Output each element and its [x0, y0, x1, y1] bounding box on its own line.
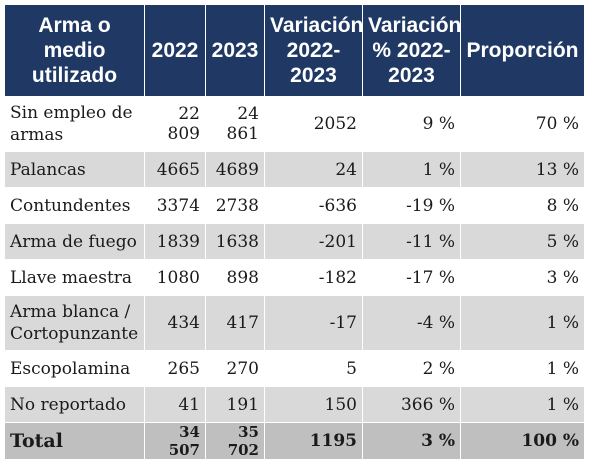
table-row: Llave maestra 1080 898 -182 -17 % 3 % [4, 259, 585, 296]
cell-variation: 24 [264, 151, 363, 188]
cell-variation-pct: -19 % [362, 187, 461, 224]
cell-variation: 5 [264, 350, 363, 387]
row-label: Arma blanca / Cortopunzante [4, 295, 145, 351]
cell-2023: 24 861 [205, 96, 265, 152]
data-table: Arma o medio utilizado 2022 2023 Variaci… [4, 4, 585, 460]
cell-variation-pct: 366 % [362, 386, 461, 423]
cell-2023: 1638 [205, 223, 265, 260]
cell-2022: 434 [144, 295, 206, 351]
cell-variation-pct: 1 % [362, 151, 461, 188]
cell-variation: -17 [264, 295, 363, 351]
table-row: Contundentes 3374 2738 -636 -19 % 8 % [4, 187, 585, 224]
header-weapon: Arma o medio utilizado [4, 4, 145, 97]
total-2023: 35 702 [205, 422, 265, 460]
cell-2023: 417 [205, 295, 265, 351]
row-label: Llave maestra [4, 259, 145, 296]
cell-variation-pct: 9 % [362, 96, 461, 152]
total-label: Total [4, 422, 145, 460]
header-proportion: Proporción [460, 4, 585, 97]
header-2023: 2023 [205, 4, 265, 97]
table-row: No reportado 41 191 150 366 % 1 % [4, 386, 585, 423]
cell-2023: 270 [205, 350, 265, 387]
cell-2022: 4665 [144, 151, 206, 188]
total-variation: 1195 [264, 422, 363, 460]
total-row: Total 34 507 35 702 1195 3 % 100 % [4, 422, 585, 460]
cell-2022: 265 [144, 350, 206, 387]
cell-variation-pct: -4 % [362, 295, 461, 351]
cell-variation-pct: -17 % [362, 259, 461, 296]
row-label: No reportado [4, 386, 145, 423]
table-row: Palancas 4665 4689 24 1 % 13 % [4, 151, 585, 188]
cell-variation: -182 [264, 259, 363, 296]
cell-2023: 191 [205, 386, 265, 423]
cell-variation: 2052 [264, 96, 363, 152]
table-row: Escopolamina 265 270 5 2 % 1 % [4, 350, 585, 387]
cell-proportion: 70 % [460, 96, 585, 152]
cell-variation: -636 [264, 187, 363, 224]
cell-2022: 1839 [144, 223, 206, 260]
row-label: Sin empleo de armas [4, 96, 145, 152]
cell-2023: 2738 [205, 187, 265, 224]
header-variation: Variación 2022-2023 [264, 4, 363, 97]
total-proportion: 100 % [460, 422, 585, 460]
header-variation-pct: Variación % 2022-2023 [362, 4, 461, 97]
cell-proportion: 3 % [460, 259, 585, 296]
row-label: Arma de fuego [4, 223, 145, 260]
cell-variation-pct: -11 % [362, 223, 461, 260]
cell-2022: 3374 [144, 187, 206, 224]
header-2022: 2022 [144, 4, 206, 97]
cell-2023: 4689 [205, 151, 265, 188]
cell-variation: 150 [264, 386, 363, 423]
cell-2022: 41 [144, 386, 206, 423]
table-row: Sin empleo de armas 22 809 24 861 2052 9… [4, 96, 585, 152]
cell-proportion: 8 % [460, 187, 585, 224]
table-row: Arma de fuego 1839 1638 -201 -11 % 5 % [4, 223, 585, 260]
cell-2022: 1080 [144, 259, 206, 296]
cell-variation: -201 [264, 223, 363, 260]
row-label: Contundentes [4, 187, 145, 224]
header-row: Arma o medio utilizado 2022 2023 Variaci… [4, 4, 585, 97]
row-label: Escopolamina [4, 350, 145, 387]
cell-variation-pct: 2 % [362, 350, 461, 387]
cell-proportion: 5 % [460, 223, 585, 260]
total-2022: 34 507 [144, 422, 206, 460]
cell-proportion: 1 % [460, 350, 585, 387]
table-row: Arma blanca / Cortopunzante 434 417 -17 … [4, 295, 585, 351]
cell-proportion: 1 % [460, 295, 585, 351]
cell-proportion: 1 % [460, 386, 585, 423]
cell-2022: 22 809 [144, 96, 206, 152]
cell-proportion: 13 % [460, 151, 585, 188]
cell-2023: 898 [205, 259, 265, 296]
total-variation-pct: 3 % [362, 422, 461, 460]
row-label: Palancas [4, 151, 145, 188]
